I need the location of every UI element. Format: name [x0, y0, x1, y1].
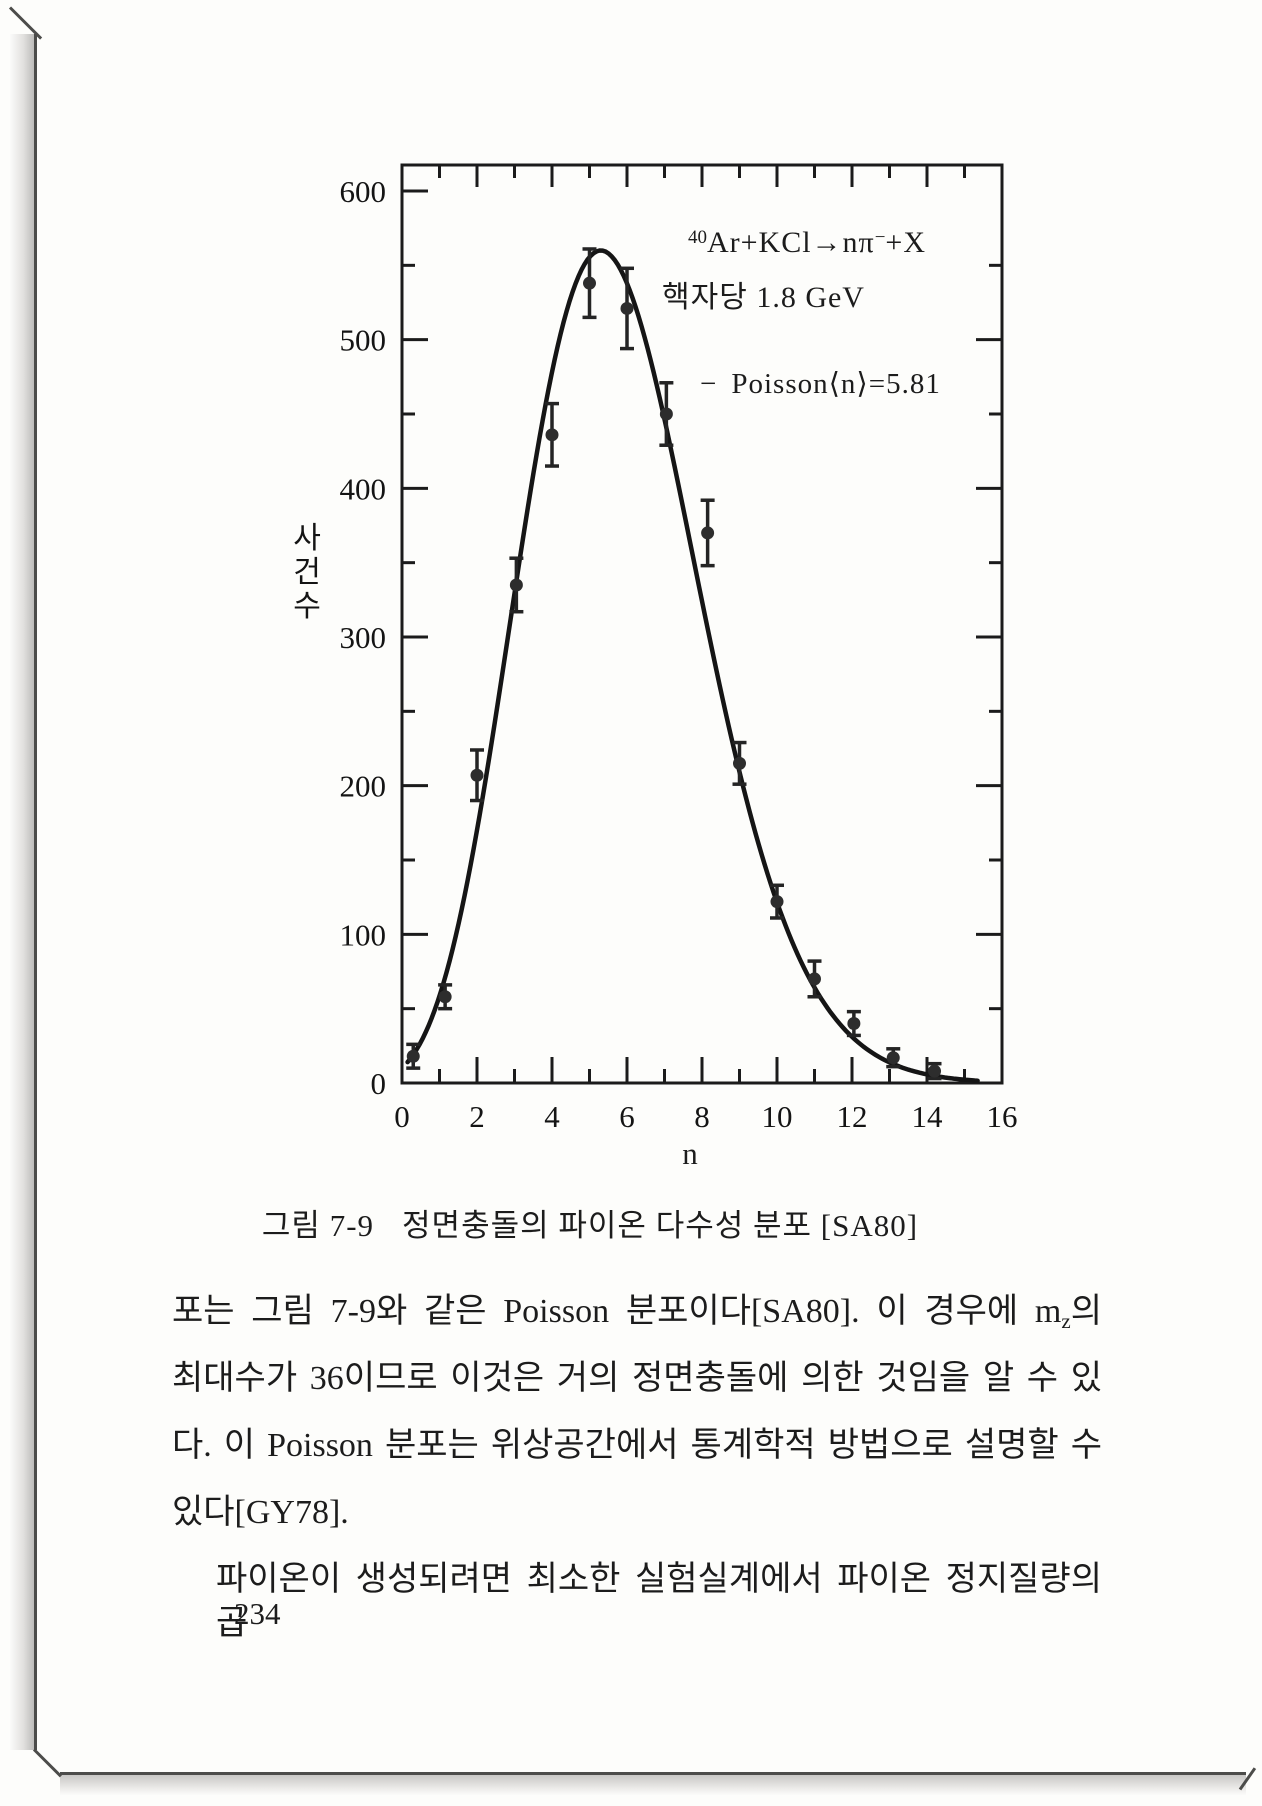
reaction-formula: Ar+KCl→nπ: [706, 226, 875, 259]
x-tick-label: 16: [987, 1099, 1018, 1134]
x-axis-title: n: [682, 1136, 698, 1171]
y-tick-label: 500: [340, 323, 387, 358]
y-tick-label: 300: [340, 620, 387, 655]
paragraph1-line1: 포는 그림 7-9와 같은 Poisson 분포이다[SA80]. 이 경우에 …: [172, 1290, 1102, 1335]
paragraph1-line3: 다. 이 Poisson 분포는 위상공간에서 통계학적 방법으로 설명할 수: [172, 1427, 1102, 1464]
x-tick-label: 10: [762, 1099, 793, 1134]
data-point: [620, 301, 634, 315]
reaction-remainder: +X: [885, 226, 927, 259]
x-tick-label: 8: [694, 1099, 710, 1134]
paragraph2-line1: 파이온이 생성되려면 최소한 실험실계에서 파이온 정지질량의 곱: [216, 1561, 1102, 1643]
beam-energy-annotation: 핵자당 1.8 GeV: [662, 281, 865, 314]
data-point: [659, 407, 673, 421]
data-point: [438, 990, 452, 1004]
paragraph-text: 포는 그림 7-9와 같은 Poisson 분포이다[SA80]. 이 경우에 …: [172, 1293, 1062, 1330]
paragraph1-line2: 최대수가 36이므로 이것은 거의 정면충돌에 의한 것임을 알 수 있: [172, 1360, 1102, 1397]
x-tick-label: 14: [912, 1099, 944, 1134]
data-point: [406, 1049, 420, 1063]
subscript-z: z: [1061, 1309, 1071, 1333]
data-point: [847, 1017, 861, 1031]
y-tick-label: 100: [340, 917, 387, 952]
figure-caption-number: 그림 7-9: [261, 1208, 375, 1243]
x-tick-label: 4: [544, 1099, 560, 1134]
paragraph-text: 의: [1070, 1293, 1102, 1330]
x-tick-label: 0: [394, 1099, 410, 1134]
data-point: [808, 972, 821, 986]
figure-caption: 그림 7-9 정면충돌의 파이온 다수성 분포 [SA80]: [160, 1200, 1020, 1245]
page-edge-bottom-left-corner: [32, 1748, 62, 1778]
x-tick-label: 2: [469, 1099, 485, 1134]
mass-number-superscript: 40: [687, 227, 707, 248]
y-tick-label: 0: [371, 1066, 387, 1101]
page-number: 234: [234, 1596, 281, 1631]
y-tick-label: 200: [340, 769, 387, 804]
data-point: [886, 1051, 900, 1065]
pion-multiplicity-chart: 0 100 200 300 400 500 600 0 2 4 6 8 10 12 14 16 사 건 수: [293, 163, 1018, 1134]
data-point: [545, 428, 559, 442]
y-tick-label: 600: [340, 174, 387, 209]
paragraph1-line4: 있다[GY78].: [172, 1494, 349, 1531]
poisson-curve: [405, 248, 980, 1083]
data-point: [733, 756, 746, 770]
poisson-legend: − Poisson⟨n⟩=5.81: [700, 366, 941, 401]
page-edge-left: [10, 34, 37, 1750]
figure-caption-text: 정면충돌의 파이온 다수성 분포 [SA80]: [402, 1208, 919, 1243]
y-tick-label: 400: [340, 471, 387, 506]
data-point: [583, 276, 596, 290]
x-tick-label: 6: [619, 1099, 635, 1134]
data-point: [928, 1064, 941, 1078]
data-point: [770, 895, 784, 909]
charge-superscript: −: [874, 227, 886, 248]
x-tick-label: 12: [837, 1099, 868, 1134]
data-point: [509, 578, 523, 592]
legend-line-sample: −: [700, 368, 718, 400]
legend-label: Poisson⟨n⟩=5.81: [731, 368, 941, 400]
data-point: [701, 526, 715, 540]
page-edge-bottom: [60, 1772, 1246, 1795]
reaction-annotation: 40Ar+KCl→nπ−+X: [652, 226, 962, 260]
data-point: [470, 768, 484, 782]
